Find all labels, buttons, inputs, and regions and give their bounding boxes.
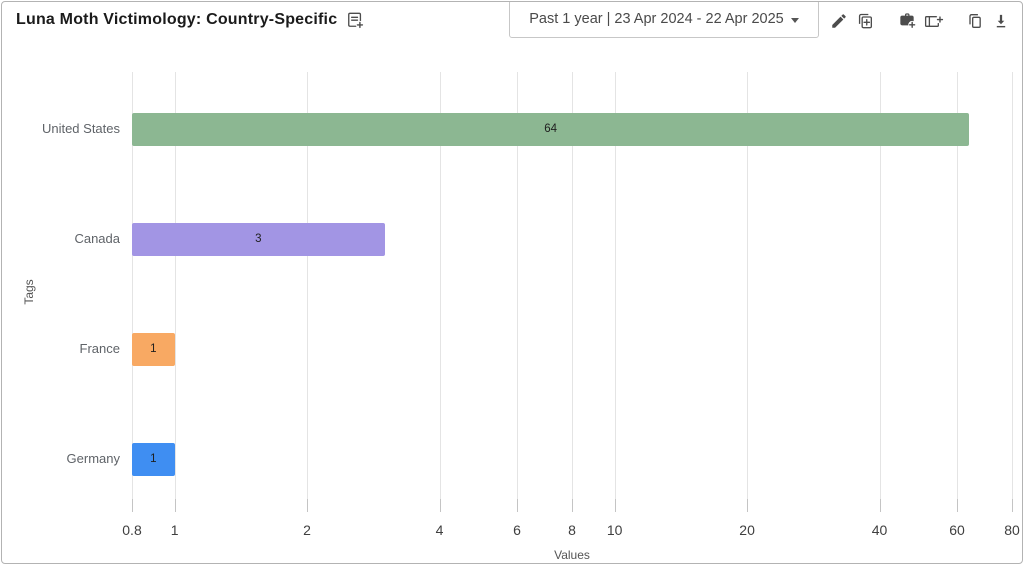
axis-tick (957, 499, 959, 512)
axis-tick (517, 499, 519, 512)
widget-toolbar (826, 9, 1014, 33)
bar-germany[interactable]: 1 (132, 442, 175, 476)
bar-france[interactable]: 1 (132, 332, 175, 366)
axis-tick (572, 499, 573, 512)
x-axis-title: Values (554, 548, 590, 562)
gridline (1012, 72, 1013, 499)
gridline (879, 72, 881, 499)
edit-button[interactable] (826, 9, 852, 33)
bar-canada[interactable]: 3 (132, 222, 385, 256)
bar-value-label: 1 (150, 453, 157, 465)
gridline (957, 72, 959, 499)
gridline (614, 72, 616, 499)
edit-icon (830, 12, 848, 30)
bar-value-label: 1 (150, 343, 157, 355)
axis-tick (132, 499, 133, 512)
download-icon (992, 12, 1010, 30)
duplicate-button[interactable] (852, 9, 878, 33)
category-label: Canada (74, 231, 120, 246)
x-tick-label: 60 (949, 522, 965, 538)
download-button[interactable] (988, 9, 1014, 33)
x-tick-label: 40 (871, 522, 888, 538)
gridline (132, 72, 133, 499)
axis-tick (879, 499, 881, 512)
category-label: France (79, 341, 120, 356)
bar-value-label: 64 (544, 123, 558, 135)
category-label: Germany (66, 451, 120, 466)
x-tick-label: 20 (739, 522, 755, 538)
gridline (307, 72, 309, 499)
add-note-icon (345, 10, 365, 30)
x-tick-label: 4 (435, 522, 444, 538)
bar-chart: Tags Values 0.8 1 2 4 6 8 10 20 40 60 80 64 United S… (2, 47, 1022, 563)
category-label: United States (41, 121, 120, 136)
axis-tick (174, 499, 176, 512)
axis-tick (439, 499, 441, 512)
widget-header: Luna Moth Victimology: Country-Specific (16, 10, 365, 30)
date-range-picker[interactable]: Past 1 year | 23 Apr 2024 - 22 Apr 2025 (509, 2, 819, 38)
x-tick-label: 2 (303, 522, 311, 538)
chevron-down-icon (790, 17, 799, 23)
gridline (572, 72, 573, 499)
bar-value-label: 3 (255, 233, 262, 245)
y-axis-title: Tags (22, 279, 36, 305)
add-to-report-icon (923, 11, 944, 32)
add-to-case-button[interactable] (894, 9, 920, 33)
gridline (174, 72, 176, 499)
x-tick-label: 0.8 (122, 522, 142, 538)
gridline (517, 72, 519, 499)
axis-tick (307, 499, 309, 512)
add-to-report-button[interactable] (920, 9, 946, 33)
copy-button[interactable] (962, 9, 988, 33)
copy-icon (965, 11, 985, 31)
axis-tick (614, 499, 616, 512)
page-title: Luna Moth Victimology: Country-Specific (16, 11, 338, 28)
x-tick-label: 6 (513, 522, 521, 538)
x-tick-label: 1 (170, 522, 179, 538)
bar-united-states[interactable]: 64 (132, 112, 970, 146)
gridline (439, 72, 441, 499)
add-to-case-icon (897, 11, 917, 31)
x-tick-label: 10 (606, 522, 623, 538)
axis-tick (1012, 499, 1013, 512)
axis-tick (747, 499, 749, 512)
date-range-label: Past 1 year | 23 Apr 2024 - 22 Apr 2025 (529, 11, 784, 27)
duplicate-icon (855, 11, 875, 31)
x-tick-label: 8 (568, 522, 576, 538)
gridline (747, 72, 749, 499)
x-tick-label: 80 (1004, 522, 1020, 538)
add-note-button[interactable] (345, 10, 365, 30)
